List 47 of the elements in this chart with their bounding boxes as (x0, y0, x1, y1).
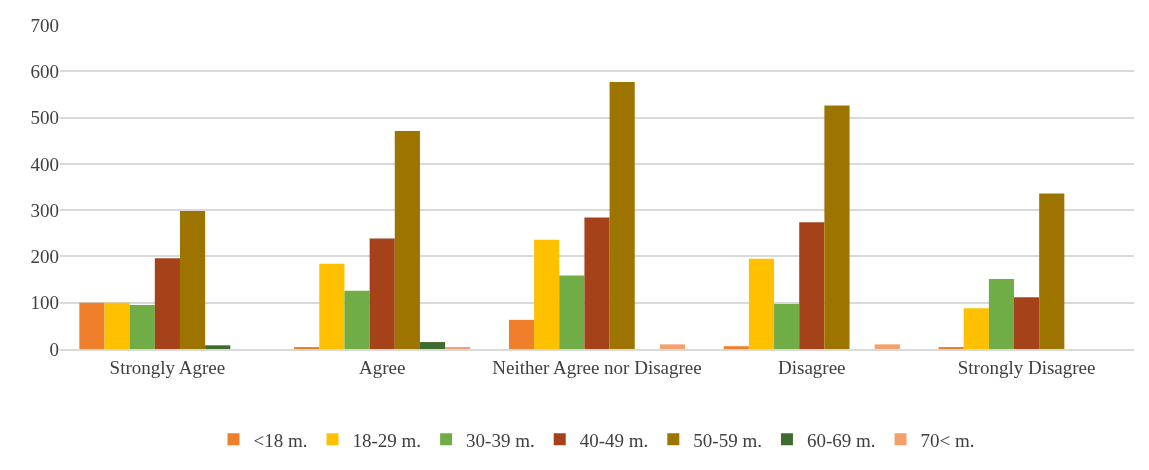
bar (874, 344, 900, 349)
x-tick-label: Strongly Agree (109, 356, 226, 378)
x-tick-label: Disagree (778, 356, 846, 378)
legend-label: 18-29 m. (352, 429, 422, 451)
bar (534, 239, 560, 349)
x-tick-label: Strongly Disagree (957, 356, 1096, 378)
bar (154, 258, 180, 349)
y-tick-label: 400 (30, 153, 59, 175)
y-tick-label: 500 (30, 107, 59, 129)
bar (659, 344, 686, 349)
legend-label: 50-59 m. (693, 429, 762, 451)
bar (988, 279, 1015, 349)
bar (344, 290, 370, 349)
bar (319, 263, 345, 349)
bar (129, 305, 155, 349)
bar (963, 308, 989, 349)
bar (748, 258, 775, 349)
legend-label: 40-49 m. (579, 429, 649, 451)
bar (205, 345, 231, 349)
bar (419, 342, 446, 349)
bar (609, 81, 635, 349)
y-tick-label: 600 (30, 60, 59, 82)
bar (369, 238, 395, 349)
legend-label: 70< m. (920, 429, 975, 451)
bar (774, 304, 800, 349)
bar (79, 302, 105, 349)
bar (824, 105, 850, 349)
y-tick-label: 100 (30, 292, 59, 314)
bar (179, 211, 206, 349)
bar (559, 275, 585, 349)
x-tick-label: Neither Agree nor Disagree (492, 356, 702, 378)
legend-label: <18 m. (253, 429, 308, 451)
x-tick-label: Agree (358, 356, 406, 378)
bar (723, 346, 749, 349)
y-tick-label: 700 (30, 14, 59, 36)
bar (104, 302, 130, 349)
bar (1014, 297, 1040, 349)
legend-label: 60-69 m. (806, 429, 876, 451)
legend-label: 30-39 m. (466, 429, 535, 451)
y-tick-label: 300 (30, 199, 59, 221)
y-tick-label: 200 (30, 246, 59, 268)
bar (394, 130, 420, 349)
bar (1039, 193, 1065, 349)
bar (799, 222, 825, 349)
y-tick-label: 0 (49, 338, 59, 360)
bar (508, 319, 535, 349)
bar (584, 217, 610, 349)
